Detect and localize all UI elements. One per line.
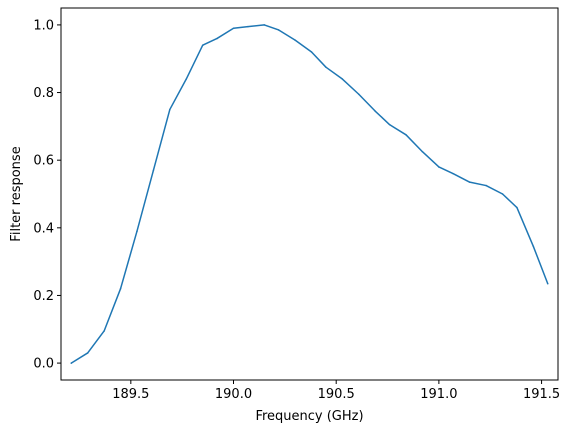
data-point [341,78,344,80]
data-point [546,282,549,285]
data-point [485,184,487,187]
x-tick-label: 189.5 [112,387,149,402]
data-point [277,29,280,31]
x-tick-label: 191.5 [523,387,560,402]
data-point [136,230,138,232]
x-tick-label: 190.5 [318,387,355,402]
plot-frame [60,7,559,381]
y-tick-label: 0.8 [33,86,54,101]
data-point [201,44,204,46]
data-point [294,39,296,41]
data-point [325,66,327,68]
data-point [169,108,171,111]
data-point [374,110,376,112]
data-point [358,93,360,95]
y-tick-label: 0.2 [33,289,54,304]
data-point [388,123,391,126]
data-point [405,134,407,136]
x-axis-label: Frequency (GHz) [255,409,363,424]
data-point [70,362,73,364]
data-point [452,172,455,175]
data-point [247,25,249,28]
data-point [103,330,105,332]
data-point [532,245,535,248]
y-axis-label: Filter response [9,146,24,241]
data-point [516,206,518,209]
data-point [468,181,471,183]
data-point [263,24,266,26]
y-tick-label: 1.0 [33,18,54,33]
data-point [119,287,122,290]
data-point [421,150,424,153]
data-point [232,27,235,30]
x-tick-label: 191.0 [420,387,457,402]
data-point [86,352,89,354]
x-tick-label: 190.0 [215,387,252,402]
y-tick-label: 0.4 [33,221,54,236]
data-point [152,169,155,172]
data-point [310,51,313,53]
data-point [438,166,440,168]
y-tick-label: 0.6 [33,154,54,169]
data-point [216,37,218,40]
y-tick-label: 0.0 [33,357,54,372]
data-point [185,78,188,80]
data-point [501,193,504,195]
